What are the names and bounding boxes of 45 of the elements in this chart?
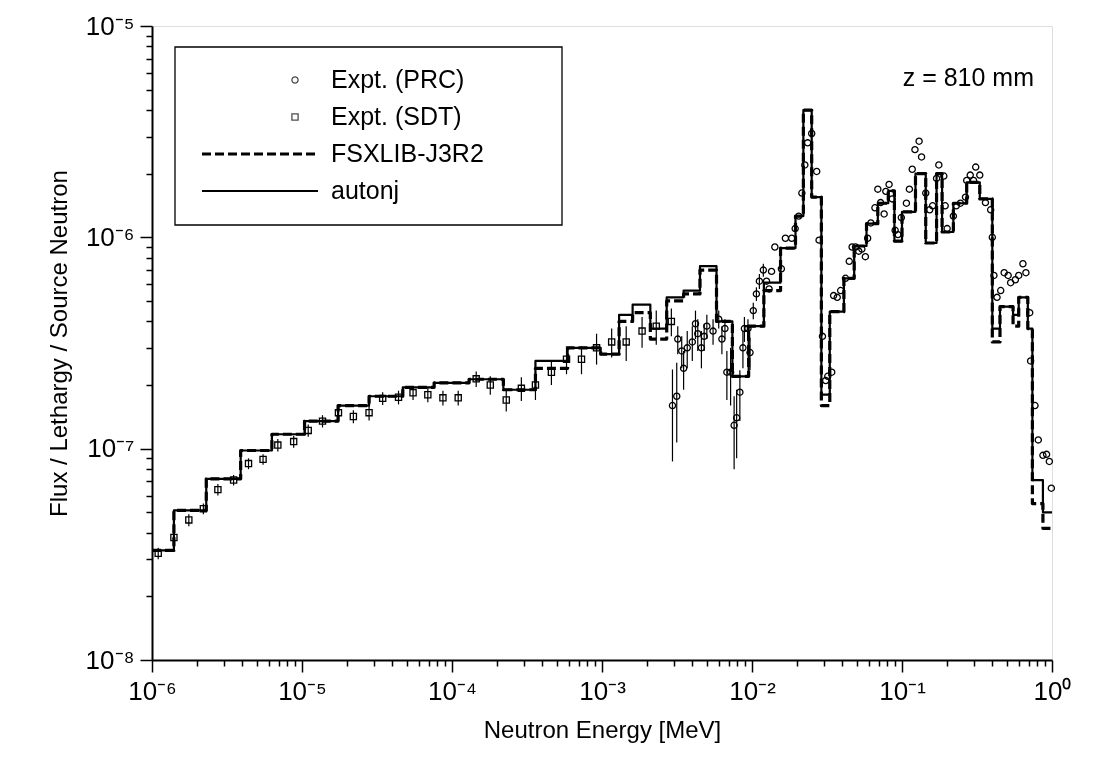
- y-tick-label: 10⁻⁸: [85, 644, 135, 675]
- legend-label: Expt. (SDT): [331, 102, 462, 130]
- point: [214, 485, 222, 494]
- point: [531, 381, 540, 389]
- x-tick-label: 10⁰: [1033, 675, 1072, 706]
- x-tick-label: 10⁻¹: [879, 675, 927, 706]
- point: [454, 394, 462, 402]
- point: [472, 375, 480, 383]
- annotation: z = 810 mm: [902, 63, 1034, 91]
- x-tick-label: 10⁻⁶: [128, 675, 177, 706]
- point: [667, 317, 676, 326]
- x-tick-label: 10⁻³: [579, 675, 627, 706]
- point: [274, 441, 282, 449]
- point: [607, 338, 616, 346]
- point: [562, 355, 571, 363]
- point: [170, 533, 178, 542]
- point: [289, 437, 298, 446]
- point: [318, 417, 327, 425]
- y-axis-title: Flux / Lethargy / Source Neutron: [44, 170, 72, 517]
- point: [424, 390, 432, 399]
- point: [577, 355, 586, 363]
- point: [652, 322, 660, 330]
- x-tick-label: 10⁻⁵: [278, 675, 327, 706]
- point: [229, 476, 238, 484]
- legend-label: FSXLIB-J3R2: [331, 139, 484, 167]
- x-tick-label: 10⁻²: [729, 675, 777, 706]
- point: [378, 394, 387, 403]
- point: [486, 381, 495, 389]
- legend-label: autonj: [331, 176, 400, 204]
- point: [439, 394, 447, 402]
- point: [592, 344, 601, 352]
- point: [517, 384, 526, 393]
- x-tick-label: 10⁻⁴: [427, 675, 478, 706]
- point: [409, 388, 417, 397]
- point: [349, 412, 358, 421]
- point: [638, 327, 646, 335]
- x-axis-title: Neutron Energy [MeV]: [483, 715, 722, 743]
- legend-label: Expt. (PRC): [331, 65, 465, 93]
- point: [502, 396, 510, 404]
- y-tick-label: 10⁻⁵: [85, 10, 135, 41]
- y-tick-label: 10⁻⁶: [85, 221, 135, 252]
- point: [365, 408, 373, 417]
- point: [622, 338, 630, 346]
- y-tick-label: 10⁻⁷: [87, 433, 135, 464]
- point: [259, 455, 267, 464]
